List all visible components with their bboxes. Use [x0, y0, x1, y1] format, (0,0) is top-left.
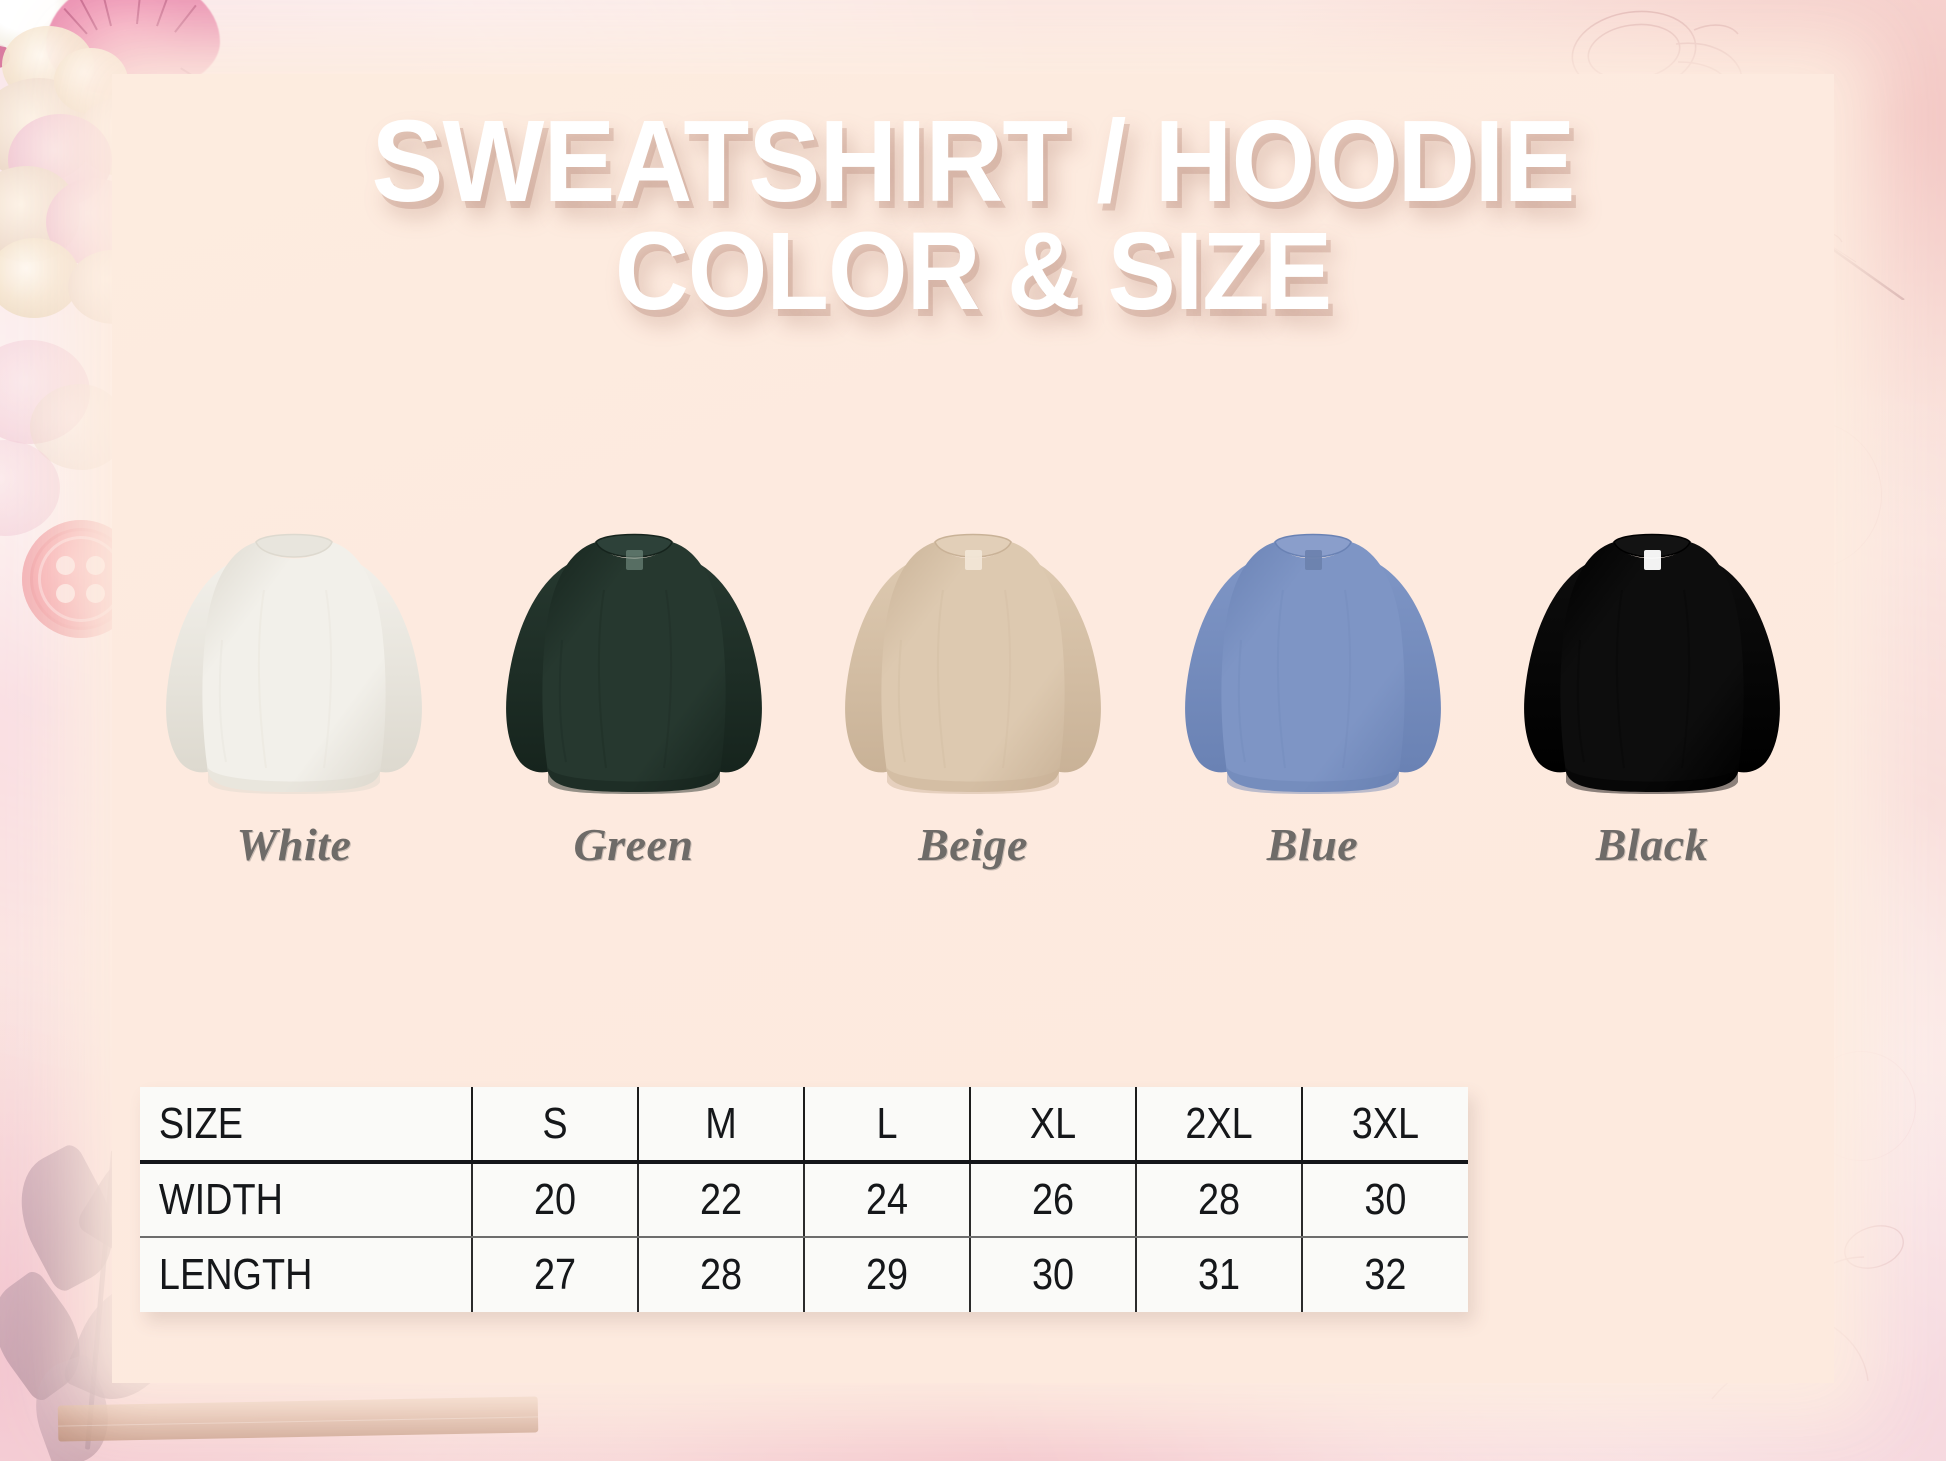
floral-decoration-top-left	[0, 0, 314, 324]
table-row-header: SIZE	[140, 1087, 427, 1164]
sweatshirt-item-white[interactable]	[160, 452, 428, 812]
sweatshirt-item-beige[interactable]	[839, 452, 1107, 812]
sweatshirt-icon	[1518, 520, 1786, 812]
flower-icon	[0, 238, 80, 318]
sweatshirt-item-blue[interactable]	[1179, 452, 1447, 812]
color-label-row: White Green Beige Blue Black	[112, 818, 1834, 888]
table-size-header: M	[649, 1087, 794, 1164]
table-cell: 28	[649, 1237, 794, 1312]
table-cell: 22	[649, 1162, 794, 1238]
table-cell: 29	[815, 1237, 960, 1312]
table-cell: 26	[981, 1162, 1126, 1238]
table-cell: 20	[483, 1162, 628, 1238]
table-row-header: LENGTH	[140, 1237, 427, 1312]
table-cell: 28	[1147, 1162, 1292, 1238]
sweatshirt-icon	[160, 520, 428, 812]
size-chart-table: SIZE S M L XL 2XL 3XL WIDTH 20 22 24 26 28 30 LENGTH 27…	[140, 1087, 1468, 1312]
title-line-1: SWEATSHIRT / HOODIE	[371, 96, 1575, 226]
table-size-header: 2XL	[1147, 1087, 1292, 1164]
table-row: WIDTH 20 22 24 26 28 30	[140, 1162, 1468, 1238]
table-row-header: WIDTH	[140, 1162, 427, 1238]
table-cell: 24	[815, 1162, 960, 1238]
title-line-2: COLOR & SIZE	[614, 209, 1332, 333]
table-size-header: 3XL	[1313, 1087, 1457, 1164]
table-row: SIZE S M L XL 2XL 3XL	[140, 1087, 1468, 1164]
sweatshirt-icon	[839, 520, 1107, 812]
table-cell: 30	[1313, 1162, 1457, 1238]
color-label-blue: Blue	[1266, 819, 1359, 870]
sweatshirt-icon	[1179, 520, 1447, 812]
scissors-icon	[1526, 0, 1946, 300]
table-cell: 31	[1147, 1237, 1292, 1312]
table-size-header: XL	[981, 1087, 1126, 1164]
sweatshirt-item-black[interactable]	[1518, 452, 1786, 812]
sweatshirt-icon	[500, 520, 768, 812]
color-label-beige: Beige	[918, 819, 1028, 870]
sweatshirt-gallery	[112, 452, 1834, 812]
flower-icon	[30, 384, 126, 470]
color-label-green: Green	[573, 819, 694, 870]
table-cell: 27	[483, 1237, 628, 1312]
sweatshirt-item-green[interactable]	[500, 452, 768, 812]
table-size-header: S	[483, 1087, 628, 1164]
floral-decoration-left	[0, 330, 190, 560]
color-label-black: Black	[1595, 819, 1709, 870]
page-title: SWEATSHIRT / HOODIE COLOR & SIZE	[0, 96, 1946, 333]
table-cell: 32	[1364, 1250, 1407, 1299]
color-label-white: White	[236, 819, 352, 870]
table-size-header: L	[815, 1087, 960, 1164]
table-row: LENGTH 27 28 29 30 31 32	[140, 1237, 1468, 1312]
size-chart: SIZE S M L XL 2XL 3XL WIDTH 20 22 24 26 28 30 LENGTH 27…	[140, 1087, 1468, 1312]
table-cell: 30	[981, 1237, 1126, 1312]
